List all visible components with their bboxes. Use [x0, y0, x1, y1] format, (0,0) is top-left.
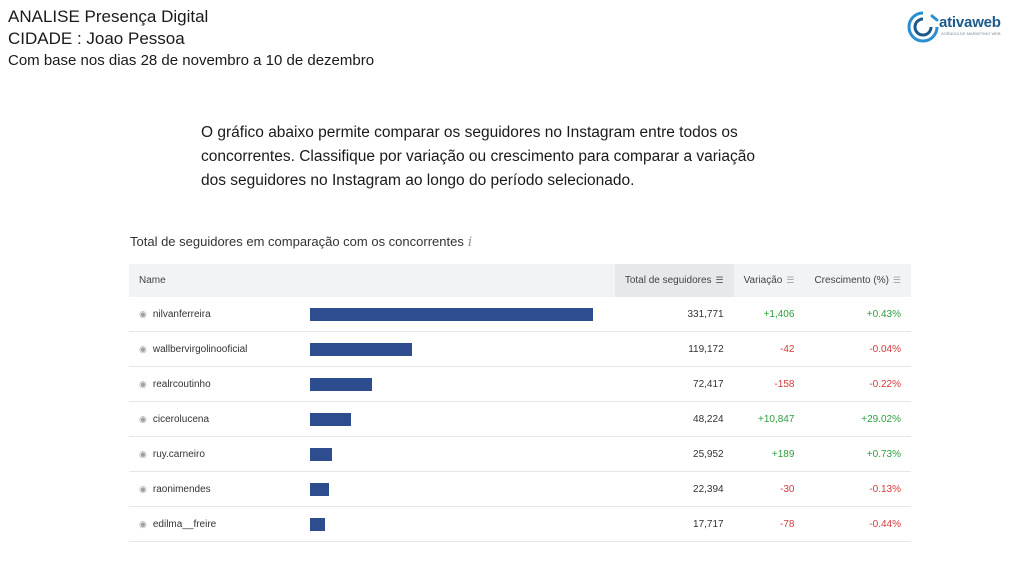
- column-header-total-label: Total de seguidores: [624, 275, 712, 286]
- sort-icon[interactable]: ☰: [892, 275, 901, 285]
- logo-swirl-icon: [907, 11, 939, 43]
- column-header-variation-label: Variação: [743, 275, 783, 286]
- follower-bar: [310, 307, 594, 321]
- follower-bar: [310, 412, 352, 426]
- report-title: ANALISE Presença Digital: [8, 7, 209, 26]
- competitor-name: cicerolucena: [152, 413, 210, 425]
- chart-title: Total de seguidores em comparação com os…: [130, 234, 472, 250]
- growth-value: -0.44%: [804, 506, 911, 542]
- report-city: CIDADE : Joao Pessoa: [8, 29, 185, 48]
- bar-cell: [300, 331, 615, 367]
- follower-bar: [310, 447, 333, 461]
- table-row[interactable]: ◉ nilvanferreira 331,771 +1,406 +0.43%: [129, 297, 911, 332]
- growth-value: +29.02%: [804, 401, 911, 437]
- variation-value: +10,847: [733, 401, 805, 437]
- competitor-name: ruy.carneiro: [152, 448, 205, 460]
- variation-value: +189: [733, 436, 805, 472]
- info-icon[interactable]: i: [467, 235, 473, 250]
- eye-icon[interactable]: ◉: [139, 518, 147, 529]
- total-followers: 331,771: [614, 297, 734, 332]
- bar-track: [310, 412, 593, 426]
- total-followers: 25,952: [614, 436, 734, 472]
- follower-bar: [310, 517, 326, 531]
- bar-cell: [300, 366, 615, 402]
- variation-value: -30: [733, 471, 805, 507]
- table-header-row: Name Total de seguidores ☰ Variação ☰ Cres…: [129, 264, 911, 297]
- competitor-name-cell: ◉ ruy.carneiro: [129, 436, 301, 472]
- competitor-name: wallbervirgolinooficial: [152, 343, 248, 355]
- growth-value: +0.43%: [804, 297, 911, 332]
- competitor-name-cell: ◉ realrcoutinho: [129, 366, 301, 402]
- competitor-name: raonimendes: [152, 483, 211, 495]
- competitor-name-cell: ◉ raonimendes: [129, 471, 301, 507]
- table-row[interactable]: ◉ wallbervirgolinooficial 119,172 -42 -0.04%: [129, 331, 911, 367]
- growth-value: +0.73%: [804, 436, 911, 472]
- bar-cell: [300, 471, 615, 507]
- bar-cell: [300, 436, 615, 472]
- report-period: Com base nos dias 28 de novembro a 10 de…: [8, 52, 375, 69]
- bar-track: [310, 307, 594, 321]
- intro-paragraph: O gráfico abaixo permite comparar os seg…: [201, 124, 755, 189]
- column-header-variation[interactable]: Variação ☰: [733, 264, 805, 297]
- logo-tagline: AGÊNCIA DE MARKETING WEB: [941, 31, 1001, 36]
- table-row[interactable]: ◉ realrcoutinho 72,417 -158 -0.22%: [129, 366, 911, 402]
- bar-track: [310, 482, 593, 496]
- bar-track: [310, 342, 593, 356]
- report-header: ANALISE Presença Digital CIDADE : Joao P…: [8, 6, 374, 72]
- chart-title-text: Total de seguidores em comparação com os…: [130, 234, 464, 249]
- logo-brand-text: ativaweb: [939, 14, 1001, 31]
- column-header-total[interactable]: Total de seguidores ☰: [614, 264, 734, 297]
- eye-icon[interactable]: ◉: [139, 378, 147, 389]
- total-followers: 72,417: [614, 366, 734, 402]
- eye-icon[interactable]: ◉: [139, 343, 147, 354]
- column-header-name-label: Name: [139, 275, 166, 286]
- follower-bar: [310, 342, 413, 356]
- competitor-name: edilma__freire: [152, 518, 217, 530]
- eye-icon[interactable]: ◉: [139, 483, 147, 494]
- eye-icon[interactable]: ◉: [139, 448, 147, 459]
- variation-value: +1,406: [733, 297, 805, 332]
- variation-value: -158: [733, 366, 805, 402]
- competitor-name: nilvanferreira: [152, 308, 211, 320]
- ativaweb-logo: ativaweb AGÊNCIA DE MARKETING WEB: [906, 9, 1016, 45]
- follower-bar: [310, 377, 373, 391]
- column-header-growth-label: Crescimento (%): [814, 275, 889, 286]
- table-row[interactable]: ◉ ruy.carneiro 25,952 +189 +0.73%: [129, 436, 911, 472]
- follower-bar: [310, 482, 330, 496]
- sort-icon[interactable]: ☰: [715, 275, 724, 285]
- eye-icon[interactable]: ◉: [139, 308, 147, 319]
- total-followers: 48,224: [614, 401, 734, 437]
- competitor-name-cell: ◉ nilvanferreira: [129, 297, 301, 332]
- column-header-name[interactable]: Name: [129, 264, 615, 297]
- competitors-table: Name Total de seguidores ☰ Variação ☰ Cres…: [129, 264, 911, 542]
- table-row[interactable]: ◉ raonimendes 22,394 -30 -0.13%: [129, 471, 911, 507]
- bar-track: [310, 447, 593, 461]
- bar-track: [310, 517, 593, 531]
- table-row[interactable]: ◉ edilma__freire 17,717 -78 -0.44%: [129, 506, 911, 542]
- table-row[interactable]: ◉ cicerolucena 48,224 +10,847 +29.02%: [129, 401, 911, 437]
- competitor-name-cell: ◉ edilma__freire: [129, 506, 301, 542]
- column-header-growth[interactable]: Crescimento (%) ☰: [804, 264, 911, 297]
- total-followers: 119,172: [614, 331, 734, 367]
- bar-cell: [300, 401, 615, 437]
- competitor-name: realrcoutinho: [152, 378, 211, 390]
- growth-value: -0.04%: [804, 331, 911, 367]
- variation-value: -78: [733, 506, 805, 542]
- growth-value: -0.22%: [804, 366, 911, 402]
- variation-value: -42: [733, 331, 805, 367]
- total-followers: 22,394: [614, 471, 734, 507]
- bar-track: [310, 377, 593, 391]
- sort-icon[interactable]: ☰: [786, 275, 795, 285]
- competitor-name-cell: ◉ wallbervirgolinooficial: [129, 331, 301, 367]
- competitor-name-cell: ◉ cicerolucena: [129, 401, 301, 437]
- bar-cell: [300, 297, 615, 332]
- bar-cell: [300, 506, 615, 542]
- total-followers: 17,717: [614, 506, 734, 542]
- eye-icon[interactable]: ◉: [139, 413, 147, 424]
- growth-value: -0.13%: [804, 471, 911, 507]
